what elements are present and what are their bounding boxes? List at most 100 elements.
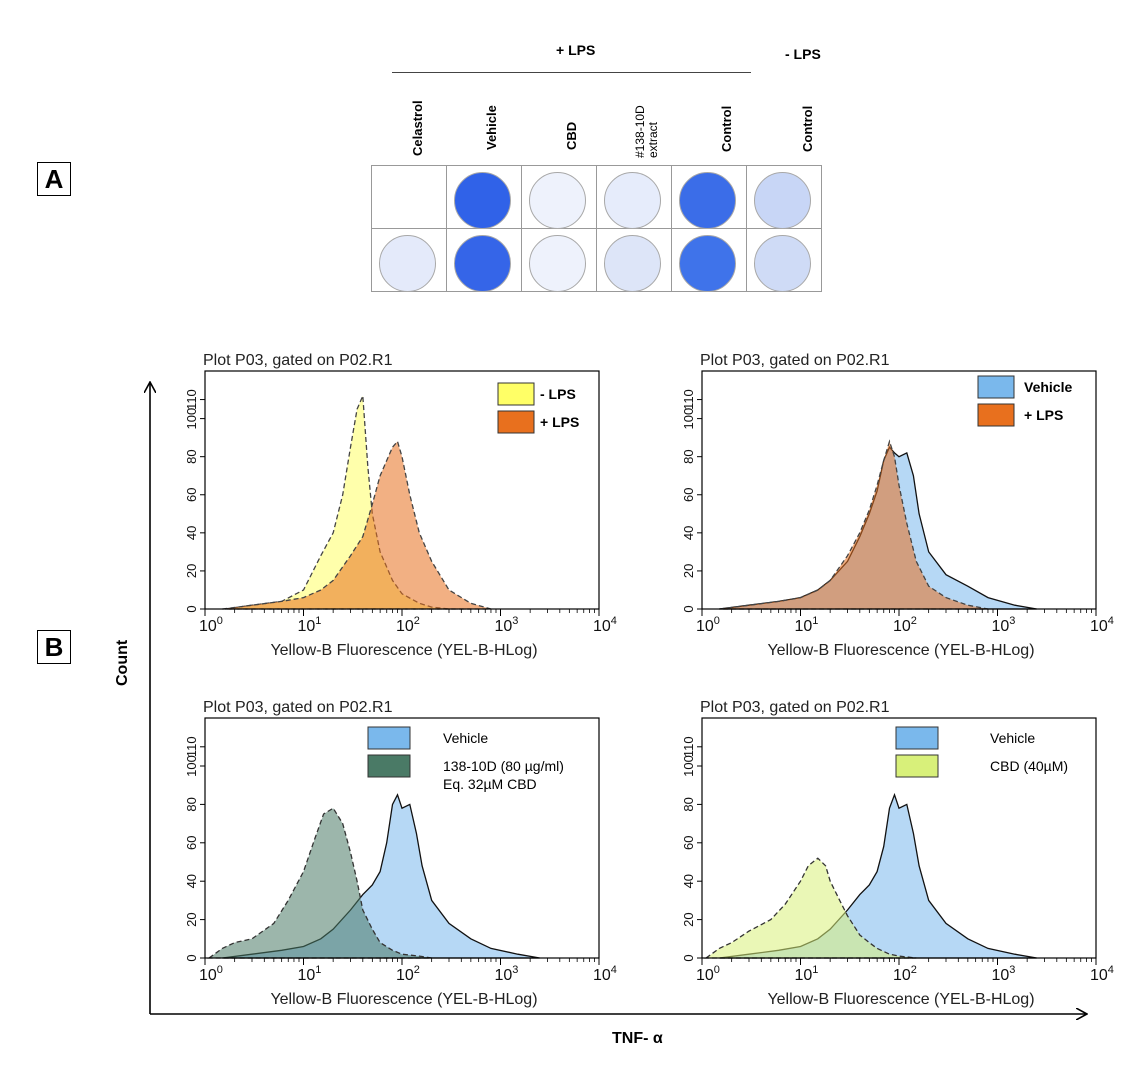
well [454,235,511,292]
y-tick-label: 80 [184,449,199,463]
legend: Vehicle + LPS [977,375,1072,427]
y-tick-label: 40 [184,874,199,888]
legend-swatch [895,726,939,750]
x-tick-label: 104 [593,615,617,635]
well [679,235,736,292]
y-tick-label: 80 [184,797,199,811]
x-tick-label: 104 [593,964,617,984]
histogram-plot-2: Plot P03, gated on P02.R1020406080100110… [681,352,1114,659]
y-tick-label: 60 [184,488,199,502]
y-tick-label: 110 [681,389,696,410]
count-axis-label: Count [114,639,131,686]
well [754,235,811,292]
histogram-series-2 [207,807,432,959]
well [529,235,586,292]
y-tick-label: 0 [681,605,696,612]
y-tick-label: 20 [184,564,199,578]
y-tick-label: 0 [184,605,199,612]
plate-cell [671,228,747,292]
x-tick-label: 101 [298,615,322,635]
histogram-plot-3: Plot P03, gated on P02.R1 0 20 40 60 80 100 110… [184,699,617,1008]
x-axis-label: Yellow-B Fluorescence (YEL-B-HLog) [270,642,537,659]
histogram-plot-4: Plot P03, gated on P02.R1020406080100110… [681,699,1114,1008]
y-tick-label: 20 [681,912,696,926]
plus-lps-header: + LPS [556,42,596,58]
legend-label: Vehicle [443,730,488,746]
y-tick-label: 40 [184,526,199,540]
legend-swatch [367,754,411,778]
well [679,172,736,229]
x-tick-label: 101 [795,964,819,984]
plot-title: Plot P03, gated on P02.R1 [203,699,393,716]
legend: Vehicle CBD (40µM) [895,726,1068,778]
histogram-plot-1: Plot P03, gated on P02.R1020406080100110… [184,352,617,659]
legend-swatch [977,375,1015,399]
y-tick-label: 110 [184,736,199,757]
y-tick-label: 60 [681,488,696,502]
y-tick-label: 100 [681,755,696,777]
y-tick-label: 110 [681,736,696,757]
plate-cell [371,228,447,292]
plate-row [371,165,822,229]
legend-label: CBD (40µM) [990,758,1068,774]
well [754,172,811,229]
x-tick-label: 102 [396,964,420,984]
x-tick-label: 103 [992,964,1016,984]
plate-cell [446,165,522,229]
plot-title: Plot P03, gated on P02.R1 [203,352,393,369]
histogram-series-2 [719,439,989,610]
legend-swatch [895,754,939,778]
legend-label: + LPS [1024,407,1063,423]
x-tick-label: 100 [199,964,223,984]
y-tick-label: 0 [681,954,696,961]
well [454,172,511,229]
well [604,172,661,229]
plot-title: Plot P03, gated on P02.R1 [700,352,890,369]
well [604,235,661,292]
plate-cell [521,165,597,229]
legend-label: 138-10D (80 µg/ml) [443,758,564,774]
histogram-series-2 [222,440,492,610]
well-plate [371,165,822,292]
y-tick-label: 0 [184,954,199,961]
minus-lps-header: - LPS [785,46,821,62]
y-tick-label: 80 [681,449,696,463]
x-tick-label: 102 [893,964,917,984]
legend-label-line2: Eq. 32µM CBD [443,776,537,792]
plate-cell [746,228,822,292]
y-tick-label: 60 [681,836,696,850]
legend-swatch [367,726,411,750]
well [379,235,436,292]
legend-swatch [497,382,535,406]
plate-cell [746,165,822,229]
legend-label: Vehicle [990,730,1035,746]
y-tick-label: 20 [184,912,199,926]
legend: Vehicle 138-10D (80 µg/ml) Eq. 32µM CBD [367,726,564,792]
panel-b-label: B [37,630,71,664]
tnf-axis-label: TNF- α [612,1030,663,1047]
x-tick-label: 104 [1090,615,1114,635]
x-tick-label: 100 [696,964,720,984]
x-tick-label: 103 [992,615,1016,635]
legend-label: Vehicle [1024,379,1072,395]
legend: - LPS + LPS [497,382,579,434]
y-tick-label: 40 [681,526,696,540]
x-axis-label: Yellow-B Fluorescence (YEL-B-HLog) [270,991,537,1008]
x-tick-label: 102 [396,615,420,635]
x-tick-label: 100 [199,615,223,635]
well [529,172,586,229]
plate-cell [446,228,522,292]
panel-a-label: A [37,162,71,196]
y-tick-label: 20 [681,564,696,578]
x-tick-label: 101 [795,615,819,635]
y-tick-label: 60 [184,836,199,850]
plot-title: Plot P03, gated on P02.R1 [700,699,890,716]
plate-row [371,228,822,292]
x-axis-label: Yellow-B Fluorescence (YEL-B-HLog) [767,991,1034,1008]
histogram-series-2 [704,857,917,959]
legend-swatch [977,403,1015,427]
x-tick-label: 103 [495,964,519,984]
plate-cell [521,228,597,292]
x-axis-label: Yellow-B Fluorescence (YEL-B-HLog) [767,642,1034,659]
